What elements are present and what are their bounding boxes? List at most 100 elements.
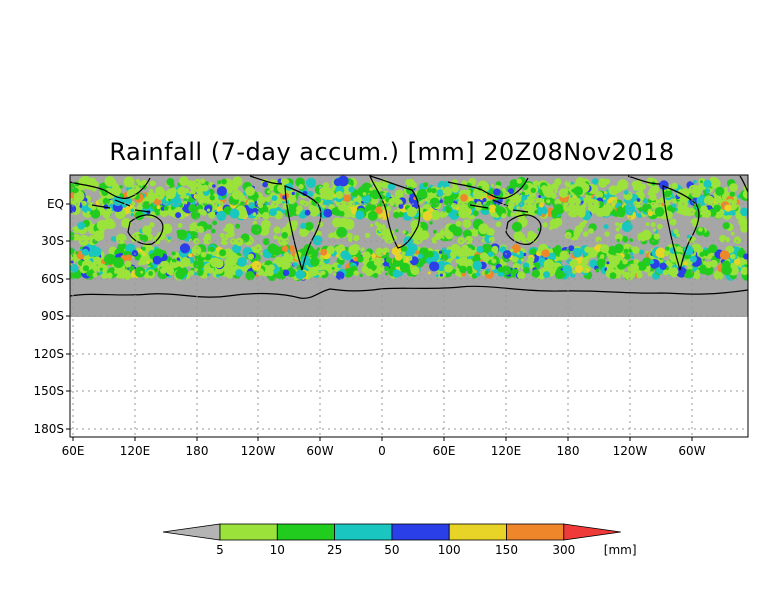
precip-cell: [517, 271, 526, 280]
precip-cell: [370, 223, 374, 227]
precip-cell: [417, 253, 423, 259]
precip-cell: [473, 254, 481, 262]
precip-cell: [190, 210, 201, 220]
precip-cell: [96, 272, 101, 276]
precip-cell: [175, 212, 182, 219]
precip-cell: [548, 225, 553, 231]
precip-cell: [201, 184, 209, 192]
precip-cell: [221, 178, 227, 185]
precip-cell: [480, 227, 485, 232]
precip-cell: [387, 182, 396, 191]
colorbar-segment: [276, 523, 335, 541]
precip-cell: [639, 249, 645, 255]
precip-cell: [436, 189, 444, 197]
precip-cell: [370, 189, 381, 200]
precip-cell: [700, 205, 708, 213]
precip-cell: [188, 253, 193, 258]
precip-cell: [319, 187, 328, 196]
precip-cell: [433, 229, 437, 234]
precip-cell: [582, 268, 587, 274]
precip-cell: [252, 212, 257, 217]
north-america-outline-1: [249, 175, 283, 185]
precip-cell: [740, 207, 748, 217]
precip-cell: [166, 267, 174, 275]
precip-cell: [676, 266, 687, 278]
precip-cell: [331, 207, 339, 216]
precip-cell: [326, 245, 335, 255]
precip-cell: [693, 179, 697, 184]
precip-cell: [113, 257, 124, 269]
precip-cell: [730, 231, 735, 236]
precip-cell: [459, 203, 467, 211]
precip-cell: [176, 229, 188, 241]
south-america-outline-1: [284, 185, 322, 271]
precip-cell: [82, 265, 90, 272]
precip-cell: [353, 235, 360, 242]
precip-cell: [260, 269, 264, 274]
precip-cell: [628, 272, 634, 278]
precip-cell: [639, 208, 643, 212]
africa-edge-right: [739, 175, 748, 193]
precip-cell: [654, 207, 665, 217]
x-tick-label: 60W: [306, 444, 333, 458]
precip-cell: [284, 179, 290, 185]
precip-cell: [488, 204, 497, 213]
precip-cell: [729, 183, 738, 192]
precip-cell: [665, 246, 670, 251]
precip-cell: [251, 224, 262, 236]
precip-cell: [373, 272, 379, 279]
precip-cell: [692, 271, 701, 280]
precip-cell: [317, 271, 324, 277]
x-tick-label: 120W: [613, 444, 648, 458]
precip-cell: [666, 260, 671, 265]
precip-cell: [568, 245, 575, 252]
precip-cell: [516, 178, 522, 184]
precip-cell: [247, 253, 254, 260]
precip-cell: [710, 178, 721, 189]
y-axis: EQ 30S 60S 90S 120S 150S 180S: [33, 197, 70, 436]
precip-cell: [541, 249, 550, 258]
precip-cell: [455, 220, 462, 227]
precip-cell: [445, 231, 454, 240]
precip-cell: [130, 233, 140, 243]
precip-cell: [596, 258, 606, 268]
precip-cell: [719, 250, 730, 260]
precip-cell: [622, 259, 628, 265]
precip-cell: [140, 234, 149, 243]
precip-cell: [559, 250, 570, 261]
precip-cell: [740, 266, 748, 276]
precip-cell: [439, 229, 447, 237]
precip-cell: [707, 253, 713, 259]
x-tick-label: 60W: [678, 444, 705, 458]
precip-cell: [703, 195, 715, 206]
precip-cell: [225, 227, 232, 234]
precip-cell: [343, 194, 351, 202]
precip-cell: [705, 261, 713, 269]
precip-cell: [497, 185, 501, 190]
precip-cell: [592, 178, 599, 185]
precip-cell: [632, 246, 640, 254]
precip-cell: [214, 258, 224, 269]
precip-cell: [384, 266, 389, 270]
precip-cell: [641, 183, 647, 189]
precip-cell: [729, 253, 736, 260]
precip-cell: [103, 218, 115, 229]
precip-cell: [383, 192, 387, 196]
precip-cell: [520, 258, 524, 262]
precip-cell: [323, 208, 333, 218]
precip-cell: [206, 208, 211, 212]
precip-cell: [268, 208, 277, 217]
precip-cell: [375, 206, 383, 215]
precip-cell: [664, 191, 668, 195]
precip-cell: [491, 184, 494, 188]
precip-cell: [169, 187, 177, 195]
precip-cell: [295, 192, 299, 197]
precip-cell: [543, 259, 555, 270]
precip-cell: [529, 248, 537, 256]
precip-cell: [309, 266, 319, 277]
precip-cell: [107, 207, 112, 212]
precip-cell: [633, 260, 637, 264]
precip-cell: [634, 199, 643, 208]
precip-cell: [281, 245, 289, 252]
y-tick-label: 30S: [41, 234, 64, 248]
